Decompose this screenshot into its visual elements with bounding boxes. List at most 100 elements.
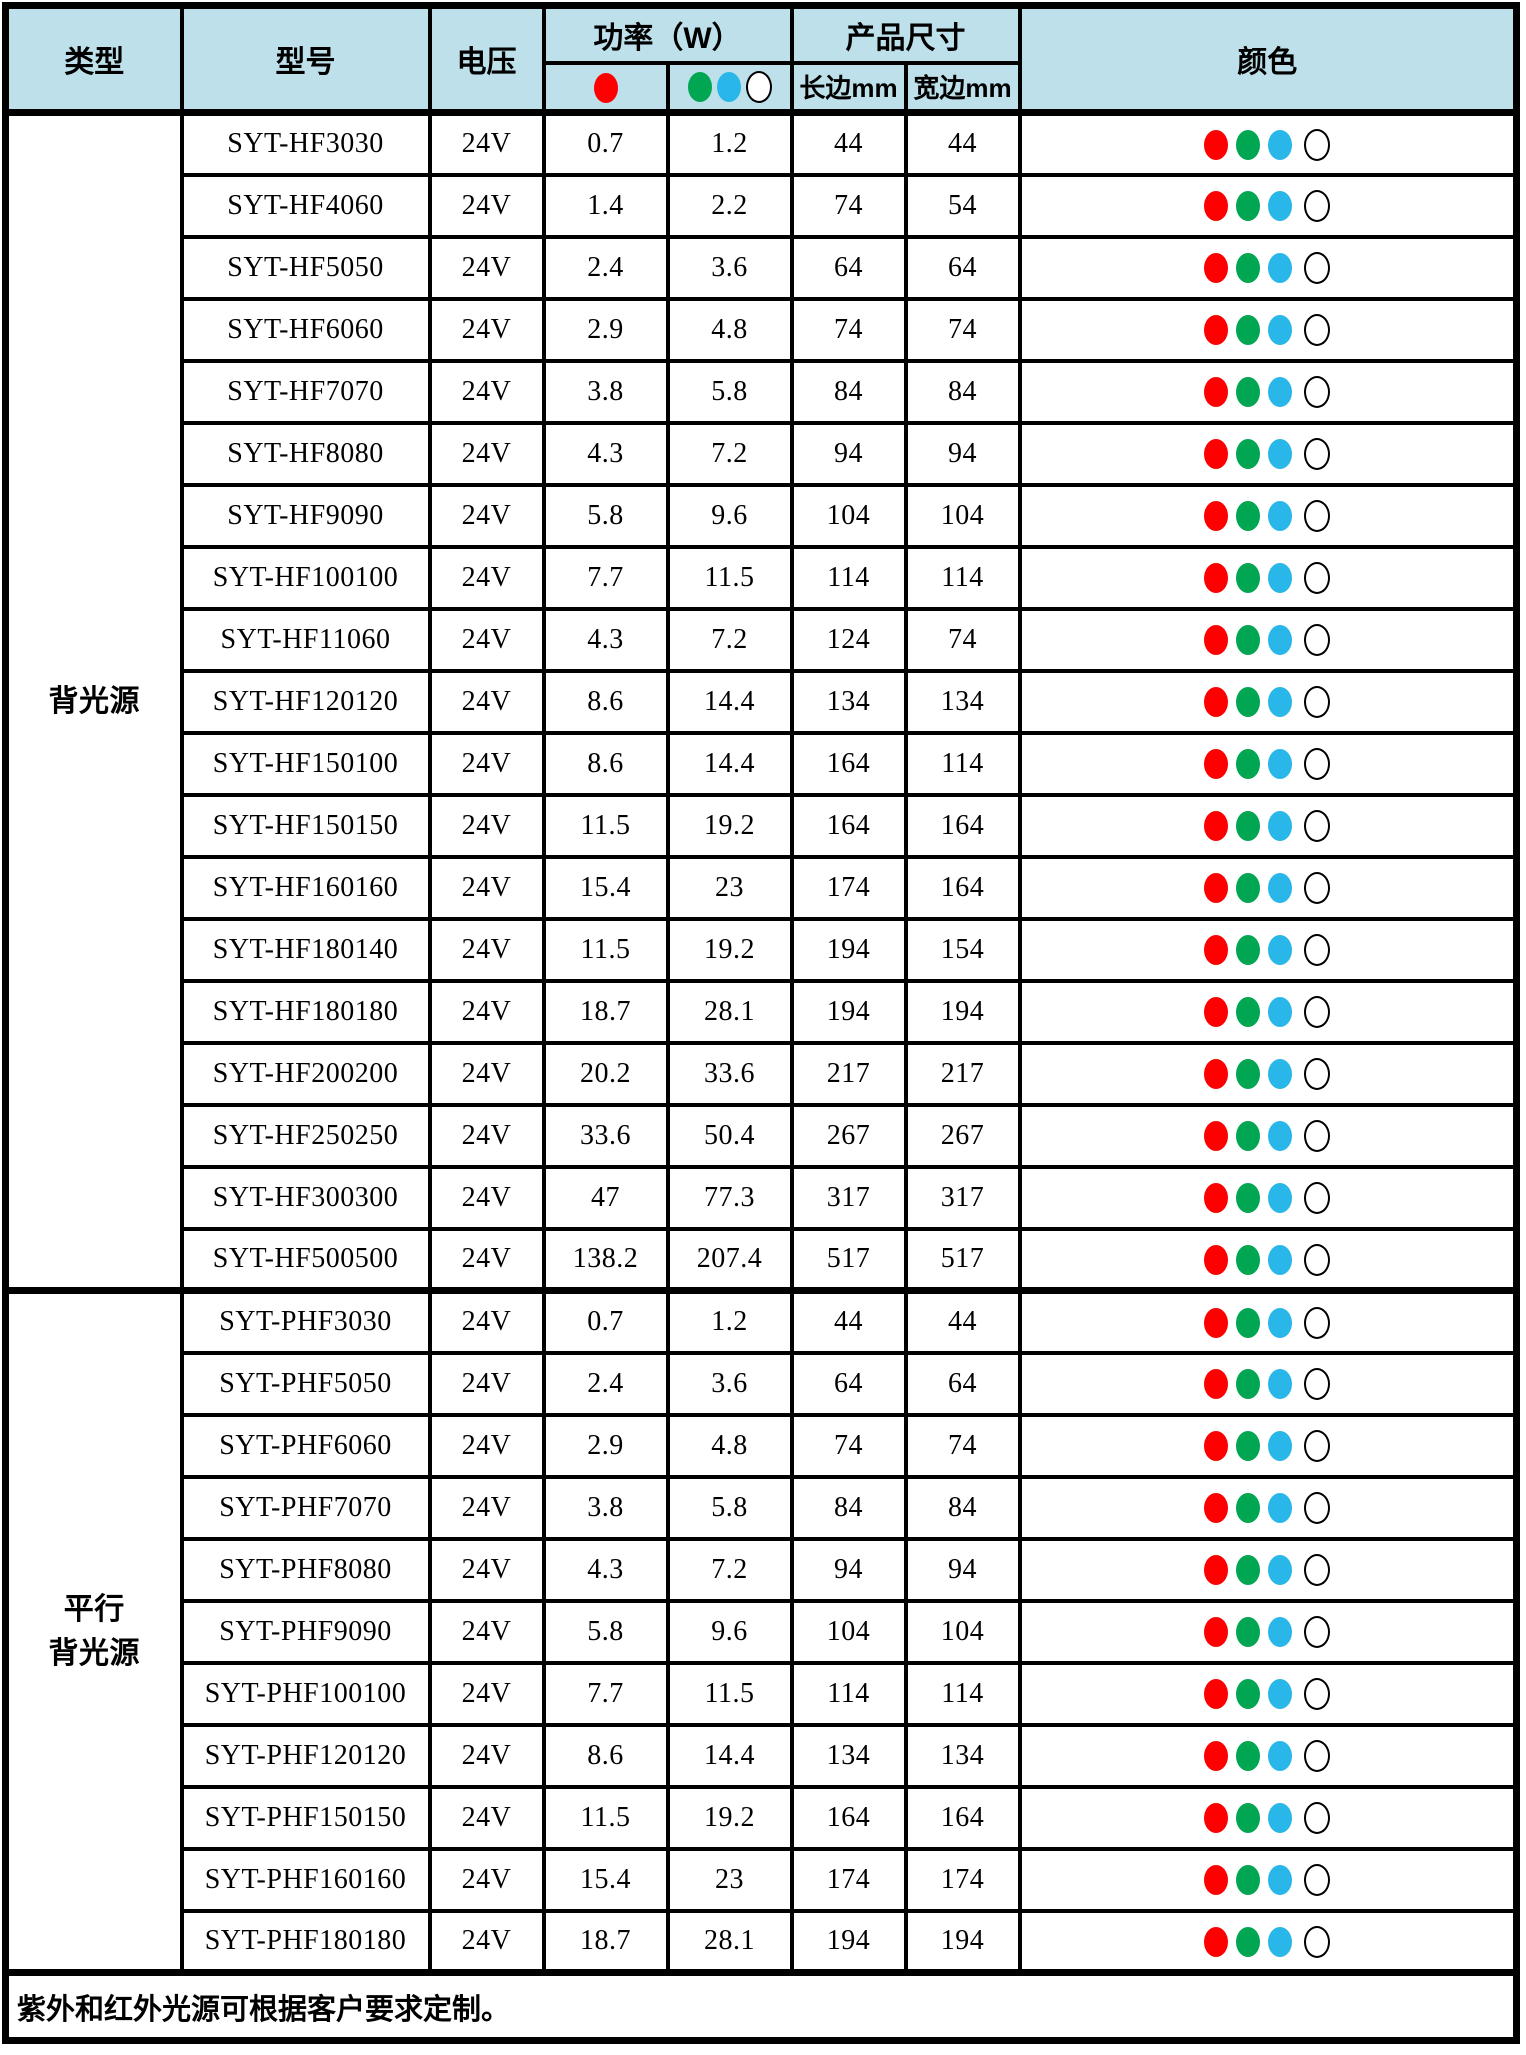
table-row: SYT-HF150100 24V 8.6 14.4 164 114 — [6, 730, 1519, 797]
white-dot-icon — [1304, 1864, 1331, 1897]
blue-dot-icon — [1268, 1183, 1293, 1214]
red-dot-icon — [1204, 563, 1229, 594]
wide-side-cell: 267 — [903, 1102, 1022, 1169]
voltage-cell: 24V — [427, 1598, 546, 1665]
green-dot-icon — [1236, 1679, 1261, 1710]
white-dot-icon — [1304, 1120, 1331, 1153]
voltage-cell: 24V — [427, 1102, 546, 1169]
power-red-cell: 47 — [541, 1164, 670, 1231]
long-side-cell: 114 — [789, 544, 908, 611]
color-options-cell — [1017, 1287, 1519, 1355]
green-dot-icon — [1236, 1493, 1261, 1524]
voltage-cell: 24V — [427, 978, 546, 1045]
color-options-cell — [1017, 1908, 1519, 1975]
green-dot-icon — [1236, 130, 1261, 161]
wide-side-cell: 164 — [903, 792, 1022, 859]
red-dot-icon — [1204, 1308, 1229, 1339]
table-row: SYT-PHF7070 24V 3.8 5.8 84 84 — [6, 1474, 1519, 1541]
voltage-cell: 24V — [427, 172, 546, 239]
color-options-cell — [1017, 1846, 1519, 1913]
color-options-cell — [1017, 1040, 1519, 1107]
power-gbw-cell: 28.1 — [665, 1908, 794, 1975]
red-dot-icon — [1204, 873, 1229, 904]
white-dot-icon — [1304, 1492, 1331, 1525]
model-cell: SYT-HF4060 — [179, 172, 432, 239]
table-row: SYT-PHF120120 24V 8.6 14.4 134 134 — [6, 1722, 1519, 1789]
wide-side-cell: 84 — [903, 358, 1022, 425]
power-red-cell: 5.8 — [541, 482, 670, 549]
white-dot-icon — [1304, 1182, 1331, 1215]
power-red-cell: 2.4 — [541, 1350, 670, 1417]
model-cell: SYT-HF9090 — [179, 482, 432, 549]
white-dot-icon — [1304, 1058, 1331, 1091]
table-row: SYT-HF11060 24V 4.3 7.2 124 74 — [6, 606, 1519, 673]
wide-side-cell: 194 — [903, 978, 1022, 1045]
green-dot-icon — [1236, 1183, 1261, 1214]
voltage-cell: 24V — [427, 1164, 546, 1231]
color-options-cell — [1017, 109, 1519, 177]
model-cell: SYT-PHF7070 — [179, 1474, 432, 1541]
color-options-cell — [1017, 854, 1519, 921]
wide-side-cell: 84 — [903, 1474, 1022, 1541]
green-dot-icon — [1236, 1369, 1261, 1400]
green-dot-icon — [1236, 1244, 1261, 1275]
power-red-cell: 11.5 — [541, 792, 670, 859]
power-red-cell: 5.8 — [541, 1598, 670, 1665]
power-gbw-cell: 9.6 — [665, 1598, 794, 1665]
power-gbw-cell: 19.2 — [665, 792, 794, 859]
color-options-cell — [1017, 1164, 1519, 1231]
color-options-cell — [1017, 792, 1519, 859]
voltage-cell: 24V — [427, 296, 546, 363]
power-red-cell: 3.8 — [541, 1474, 670, 1541]
voltage-cell: 24V — [427, 1722, 546, 1789]
voltage-cell: 24V — [427, 1660, 546, 1727]
voltage-cell: 24V — [427, 1784, 546, 1851]
table-row: SYT-PHF180180 24V 18.7 28.1 194 194 — [6, 1908, 1519, 1975]
red-dot-icon — [1204, 439, 1229, 470]
voltage-cell: 24V — [427, 482, 546, 549]
power-red-cell: 4.3 — [541, 606, 670, 673]
table-row: SYT-HF6060 24V 2.9 4.8 74 74 — [6, 296, 1519, 363]
wide-side-cell: 44 — [903, 1287, 1022, 1355]
power-gbw-cell: 7.2 — [665, 1536, 794, 1603]
header-power-group: 功率（W） — [541, 3, 794, 65]
voltage-cell: 24V — [427, 1536, 546, 1603]
green-dot-icon — [1236, 687, 1261, 718]
model-cell: SYT-HF300300 — [179, 1164, 432, 1231]
header-long-side: 长边mm — [789, 60, 908, 115]
long-side-cell: 317 — [789, 1164, 908, 1231]
power-red-cell: 7.7 — [541, 1660, 670, 1727]
green-dot-icon — [1236, 749, 1261, 780]
model-cell: SYT-HF200200 — [179, 1040, 432, 1107]
power-red-cell: 2.9 — [541, 1412, 670, 1479]
blue-dot-icon — [1268, 253, 1293, 284]
color-options-cell — [1017, 234, 1519, 301]
power-gbw-cell: 207.4 — [665, 1226, 794, 1293]
power-gbw-cell: 19.2 — [665, 1784, 794, 1851]
power-gbw-cell: 3.6 — [665, 234, 794, 301]
model-cell: SYT-HF6060 — [179, 296, 432, 363]
blue-dot-icon — [1268, 1369, 1293, 1400]
power-red-cell: 3.8 — [541, 358, 670, 425]
model-cell: SYT-HF160160 — [179, 854, 432, 921]
green-dot-icon — [1236, 253, 1261, 284]
green-dot-icon — [1236, 501, 1261, 532]
blue-dot-icon — [1268, 1244, 1293, 1275]
white-dot-icon — [1304, 1430, 1331, 1463]
color-options-cell — [1017, 172, 1519, 239]
red-dot-icon — [1204, 749, 1229, 780]
model-cell: SYT-PHF5050 — [179, 1350, 432, 1417]
wide-side-cell: 114 — [903, 730, 1022, 797]
power-gbw-cell: 1.2 — [665, 109, 794, 177]
green-dot-icon — [1236, 191, 1261, 222]
table-row: SYT-PHF8080 24V 4.3 7.2 94 94 — [6, 1536, 1519, 1603]
power-red-cell: 8.6 — [541, 1722, 670, 1789]
long-side-cell: 164 — [789, 792, 908, 859]
red-dot-icon — [1204, 1803, 1229, 1834]
red-dot-icon — [1204, 1865, 1229, 1896]
power-red-cell: 15.4 — [541, 854, 670, 921]
wide-side-cell: 74 — [903, 1412, 1022, 1479]
long-side-cell: 194 — [789, 978, 908, 1045]
power-red-cell: 0.7 — [541, 1287, 670, 1355]
